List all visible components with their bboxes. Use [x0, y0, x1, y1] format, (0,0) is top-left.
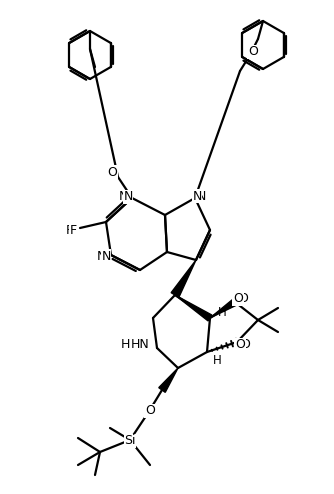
Text: Si: Si	[124, 435, 136, 448]
Text: N: N	[101, 249, 111, 262]
Text: H: H	[213, 354, 222, 367]
Text: N: N	[197, 190, 206, 203]
Text: N: N	[97, 249, 106, 262]
Text: F: F	[66, 223, 73, 237]
Text: F: F	[69, 223, 76, 237]
Text: N: N	[119, 191, 128, 204]
Text: O: O	[233, 292, 243, 305]
Polygon shape	[171, 260, 196, 297]
Polygon shape	[175, 295, 212, 321]
Text: O: O	[107, 165, 117, 178]
Text: O: O	[145, 405, 155, 417]
Text: O: O	[248, 45, 258, 58]
Polygon shape	[159, 368, 178, 392]
Text: Si: Si	[124, 435, 136, 448]
Text: HN: HN	[121, 338, 140, 352]
Text: O: O	[248, 45, 258, 58]
Text: O: O	[238, 292, 248, 305]
Text: N: N	[192, 190, 202, 203]
Text: O: O	[240, 338, 250, 352]
Polygon shape	[210, 299, 237, 318]
Text: H: H	[218, 305, 227, 319]
Text: O: O	[145, 405, 155, 417]
Text: N: N	[123, 191, 133, 204]
Text: O: O	[235, 338, 245, 352]
Text: HN: HN	[131, 338, 149, 352]
Text: O: O	[107, 165, 117, 178]
